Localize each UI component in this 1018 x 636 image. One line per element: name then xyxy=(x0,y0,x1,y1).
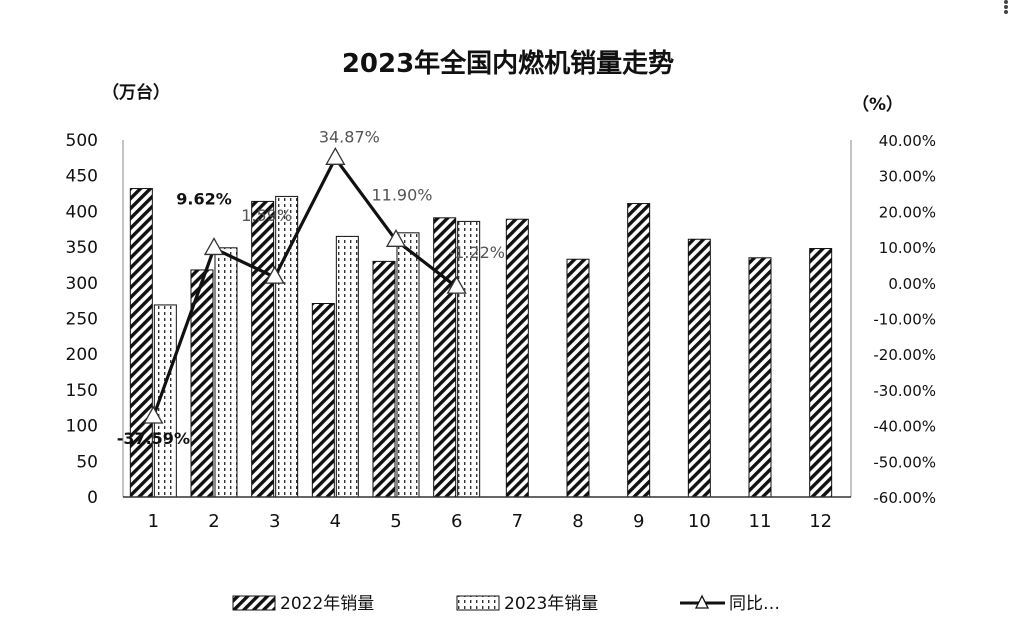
right-tick-label: -10.00% xyxy=(873,311,936,329)
right-tick-label: -60.00% xyxy=(873,489,936,507)
yoy-point xyxy=(203,237,225,256)
yoy-point xyxy=(446,275,467,294)
legend-marker-yoy xyxy=(694,594,710,609)
right-axis-unit: （%） xyxy=(852,94,903,115)
yoy-data-label: 9.62% xyxy=(176,189,232,208)
bar-2022 xyxy=(748,257,772,498)
left-tick-label: 100 xyxy=(66,417,98,437)
left-tick-label: 450 xyxy=(66,167,98,187)
yoy-point xyxy=(385,228,407,247)
x-tick-label: 9 xyxy=(633,511,644,532)
yoy-line xyxy=(151,156,458,418)
window-menu-icon[interactable] xyxy=(1004,0,1008,14)
legend-label-yoy: 同比… xyxy=(729,594,780,614)
yoy-data-label: -1.22% xyxy=(448,243,505,262)
right-tick-label: -20.00% xyxy=(873,346,936,364)
bar-2022 xyxy=(566,258,590,498)
x-tick-label: 8 xyxy=(572,511,583,532)
bar-2022 xyxy=(505,218,529,498)
legend-swatch-2022 xyxy=(232,595,276,611)
yoy-data-label: 11.90% xyxy=(371,185,432,204)
legend: 2022年销量 2023年销量 同比… xyxy=(232,594,780,614)
left-tick-label: 300 xyxy=(66,274,98,294)
bar-2022 xyxy=(687,238,711,498)
right-tick-label: 10.00% xyxy=(879,239,936,257)
bar-2023 xyxy=(396,232,420,498)
yoy-data-label: 1.59% xyxy=(241,206,292,225)
right-tick-label: -40.00% xyxy=(873,418,936,436)
right-tick-label: -50.00% xyxy=(873,453,936,471)
x-tick-label: 4 xyxy=(330,511,341,532)
chart-title: 2023年全国内燃机销量走势 xyxy=(342,48,674,79)
x-tick-label: 7 xyxy=(512,511,523,532)
x-tick-label: 5 xyxy=(390,511,401,532)
bar-2022 xyxy=(129,188,153,498)
bar-2023 xyxy=(335,235,359,498)
bar-2022 xyxy=(809,248,833,498)
right-tick-label: 40.00% xyxy=(879,132,936,150)
x-tick-label: 12 xyxy=(809,511,832,532)
right-tick-label: -30.00% xyxy=(873,382,936,400)
left-axis-unit: （万台） xyxy=(102,82,170,103)
right-tick-label: 20.00% xyxy=(879,203,936,221)
left-tick-label: 400 xyxy=(66,202,98,222)
right-tick-label: 0.00% xyxy=(888,275,936,293)
bar-2023 xyxy=(214,247,238,498)
left-tick-label: 350 xyxy=(66,238,98,258)
legend-label-2023: 2023年销量 xyxy=(504,594,598,614)
bar-2022 xyxy=(251,200,275,498)
x-tick-label: 11 xyxy=(749,511,772,532)
x-tick-label: 6 xyxy=(451,511,462,532)
yoy-data-label: 34.87% xyxy=(319,127,380,146)
x-tick-label: 1 xyxy=(148,511,159,532)
left-tick-label: 50 xyxy=(76,452,98,472)
bar-2022 xyxy=(627,203,651,498)
legend-label-2022: 2022年销量 xyxy=(280,594,374,614)
left-tick-label: 500 xyxy=(66,131,98,151)
yoy-point xyxy=(264,265,285,284)
legend-swatch-2023 xyxy=(456,595,500,611)
x-tick-label: 10 xyxy=(688,511,711,532)
x-tick-label: 3 xyxy=(269,511,280,532)
x-tick-label: 2 xyxy=(208,511,219,532)
left-tick-label: 250 xyxy=(66,310,98,330)
left-tick-label: 200 xyxy=(66,345,98,365)
left-tick-label: 0 xyxy=(87,488,98,508)
bar-2022 xyxy=(372,260,396,498)
yoy-point xyxy=(143,405,164,424)
right-tick-label: 30.00% xyxy=(879,168,936,186)
bar-2022 xyxy=(311,303,335,498)
yoy-point xyxy=(325,146,346,165)
left-tick-label: 150 xyxy=(66,381,98,401)
yoy-data-label: -37.59% xyxy=(117,429,190,448)
bar-2023 xyxy=(457,220,481,498)
